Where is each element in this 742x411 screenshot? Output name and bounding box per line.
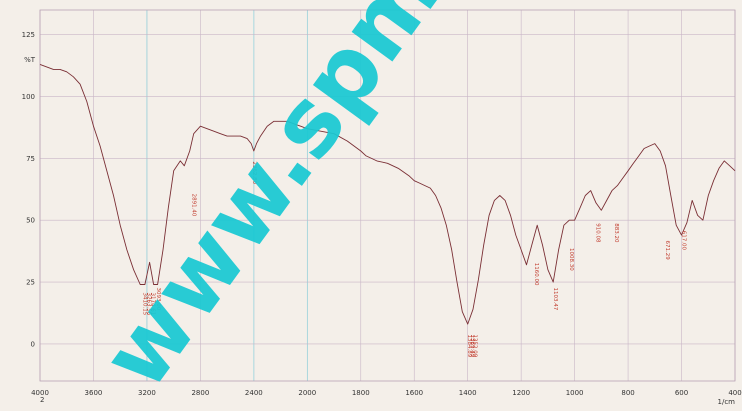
- x-tick-label: 1200: [512, 389, 530, 397]
- x-tick-label: 2800: [191, 389, 209, 397]
- peak-label: 883.20: [613, 223, 619, 243]
- y-tick-label: 0: [31, 340, 35, 348]
- x-tick-label: 2400: [245, 389, 263, 397]
- y-tick-label: 75: [26, 155, 35, 163]
- x-tick-label: 3600: [85, 389, 103, 397]
- peak-label: 2362.80: [251, 161, 257, 184]
- peak-label: 3174.61: [150, 293, 156, 316]
- tick-labels: 4000 3600 3200 2800 2400 2000 1800 1600 1400 1200…: [22, 31, 742, 397]
- y-tick-label: 125: [22, 31, 35, 39]
- peak-label: 671.29: [664, 241, 670, 261]
- peak-label: 1160.00: [533, 263, 539, 286]
- peak-label: 1369.49: [469, 335, 475, 358]
- x-tick-label: 4000: [31, 389, 49, 397]
- peak-label: 3263.56: [146, 293, 152, 316]
- y-tick-label: %T: [24, 56, 36, 64]
- x-tick-label: 800: [621, 389, 634, 397]
- y-tick-label: 50: [26, 217, 35, 225]
- peak-label: 1352.09: [472, 335, 478, 358]
- x-tick-label: 3200: [138, 389, 156, 397]
- x-tick-label: 1000: [566, 389, 584, 397]
- x-tick-label: 400: [728, 389, 741, 397]
- series-group: [39, 63, 736, 325]
- y-tick-label: 25: [26, 279, 35, 287]
- peak-label: 2891.40: [190, 194, 196, 217]
- peak-label: 910.08: [595, 223, 601, 243]
- peak-label: 1103.47: [552, 288, 558, 311]
- spectrum-line: [39, 63, 736, 325]
- peak-label: 1008.30: [568, 248, 574, 271]
- plot-frame: [39, 9, 736, 382]
- peak-label: 1384.89: [466, 335, 472, 358]
- x-axis-unit-label: 1/cm: [718, 398, 736, 406]
- peak-label: 3410.15: [142, 293, 148, 316]
- x-tick-label: 1400: [459, 389, 477, 397]
- gridlines: [39, 9, 736, 382]
- peak-label: 617.00: [681, 231, 687, 251]
- x-tick-label: 1600: [405, 389, 423, 397]
- peak-label: 3093.00: [155, 288, 161, 311]
- x-axis-corner-label-left: 2: [40, 396, 44, 404]
- x-tick-label: 600: [675, 389, 688, 397]
- y-tick-label: 100: [22, 93, 35, 101]
- x-tick-label: 1800: [352, 389, 370, 397]
- x-tick-label: 2000: [298, 389, 316, 397]
